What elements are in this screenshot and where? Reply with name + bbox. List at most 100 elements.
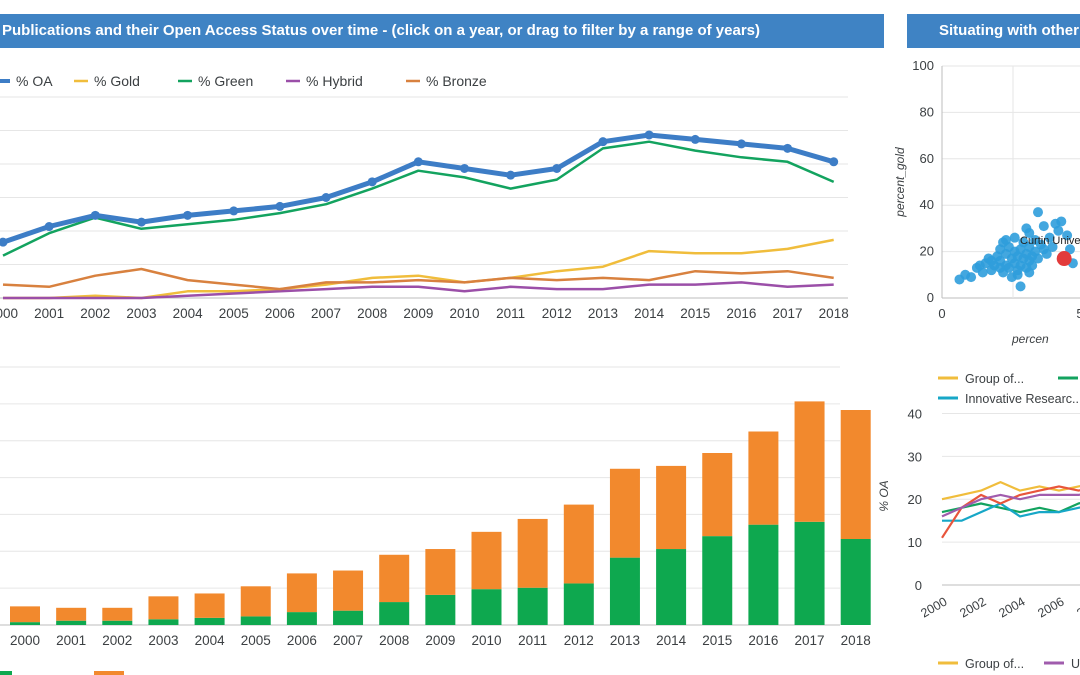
scatter-point[interactable] <box>995 262 1006 273</box>
bar-segment-orange[interactable] <box>148 596 179 620</box>
bar-segment-green[interactable] <box>748 524 779 625</box>
bar-segment-green[interactable] <box>517 587 548 625</box>
bar-segment-orange[interactable] <box>471 531 502 590</box>
tick-label[interactable]: 2016 <box>726 306 756 321</box>
scatter-point[interactable] <box>1056 216 1067 227</box>
scatter-point[interactable] <box>1021 223 1032 234</box>
tick-label[interactable]: 2012 <box>564 633 594 648</box>
series-line[interactable] <box>941 478 1080 539</box>
scatter-point[interactable] <box>966 272 977 283</box>
tick-label[interactable]: 2017 <box>773 306 803 321</box>
data-point[interactable] <box>783 143 793 153</box>
oa-trend-chart[interactable]: % OA % Gold % Green % Hybrid % Bronze 2000 200… <box>0 73 849 321</box>
tick-label[interactable]: 2011 <box>518 633 547 648</box>
tick-label[interactable]: 2003 <box>148 633 178 648</box>
tick-label[interactable]: 2016 <box>748 633 778 648</box>
tick-label[interactable]: 2015 <box>680 306 710 321</box>
bar-segment-orange[interactable] <box>656 465 687 550</box>
bar-segment-green[interactable] <box>563 583 594 625</box>
bar-segment-green[interactable] <box>56 620 87 625</box>
scatter-point[interactable] <box>1038 244 1049 255</box>
series-line[interactable] <box>2 140 835 257</box>
bar-segment-orange[interactable] <box>609 468 640 558</box>
tick-label[interactable]: 2006 <box>287 633 317 648</box>
bar-segment-orange[interactable] <box>748 431 779 525</box>
bar-segment-orange[interactable] <box>702 453 733 537</box>
bar-segment-green[interactable] <box>656 549 687 625</box>
tick-label[interactable]: 2010 <box>449 306 479 321</box>
bar-segment-orange[interactable] <box>794 401 825 522</box>
tick-label[interactable]: 2001 <box>34 306 64 321</box>
data-point[interactable] <box>690 134 700 144</box>
bar-segment-orange[interactable] <box>379 554 410 603</box>
bar-segment-green[interactable] <box>240 616 271 625</box>
scatter-point[interactable] <box>1047 241 1058 252</box>
bar-segment-green[interactable] <box>609 557 640 625</box>
scatter-point[interactable] <box>1065 244 1075 255</box>
series-line[interactable] <box>941 486 1080 518</box>
tick-label[interactable]: 2003 <box>126 306 156 321</box>
bar-segment-orange[interactable] <box>840 410 871 539</box>
bar-segment-orange[interactable] <box>10 606 40 623</box>
scatter-point[interactable] <box>1062 230 1073 241</box>
tick-label[interactable]: 2014 <box>656 633 687 648</box>
tick-label[interactable]: 2017 <box>795 633 825 648</box>
data-point[interactable] <box>367 177 377 187</box>
bar-segment-green[interactable] <box>471 589 502 625</box>
tick-label[interactable]: 2002 <box>102 633 132 648</box>
series-line[interactable] <box>942 499 1080 522</box>
tick-label[interactable]: 2005 <box>241 633 271 648</box>
data-point[interactable] <box>183 210 193 220</box>
tick-label[interactable]: 2018 <box>841 633 871 648</box>
tick-label[interactable]: 2007 <box>333 633 363 648</box>
scatter-point[interactable] <box>1044 232 1055 243</box>
bar-segment-orange[interactable] <box>102 607 133 621</box>
tick-label[interactable]: 2001 <box>56 633 86 648</box>
data-point[interactable] <box>229 206 239 216</box>
scatter-point[interactable] <box>1053 225 1064 236</box>
data-point[interactable] <box>321 193 331 202</box>
bar-segment-orange[interactable] <box>240 586 271 617</box>
bar-segment-orange[interactable] <box>563 504 594 584</box>
tick-label[interactable]: 2011 <box>496 306 525 321</box>
bar-segment-green[interactable] <box>425 594 456 625</box>
bar-segment-green[interactable] <box>148 619 179 625</box>
bar-segment-green[interactable] <box>286 612 317 625</box>
tick-label[interactable]: 2008 <box>379 633 409 648</box>
scatter-point[interactable] <box>1038 221 1049 232</box>
data-point[interactable] <box>506 170 516 180</box>
bar-segment-green[interactable] <box>794 521 825 625</box>
data-point[interactable] <box>552 163 562 173</box>
bar-segment-orange[interactable] <box>194 593 225 618</box>
tick-label[interactable]: 2014 <box>634 306 665 321</box>
bar-segment-orange[interactable] <box>333 570 364 611</box>
tick-label[interactable]: 2008 <box>357 306 387 321</box>
tick-label[interactable]: 2004 <box>195 633 226 648</box>
tick-label[interactable]: 2000 <box>10 633 40 648</box>
tick-label[interactable]: 2013 <box>610 633 640 648</box>
tick-label[interactable]: 2009 <box>425 633 455 648</box>
data-point[interactable] <box>275 201 285 211</box>
bar-segment-green[interactable] <box>102 620 133 625</box>
gold-scatter-chart[interactable]: 0 20 40 60 80 100 0 5 percen percent_gold Curtin U… <box>893 58 1080 346</box>
scatter-point[interactable] <box>986 255 997 266</box>
bar-segment-orange[interactable] <box>286 573 317 613</box>
data-point[interactable] <box>0 237 8 247</box>
scatter-point[interactable] <box>1015 281 1026 292</box>
tick-label[interactable]: 2007 <box>311 306 341 321</box>
data-point[interactable] <box>598 137 608 147</box>
series-line[interactable] <box>3 238 834 300</box>
scatter-point[interactable] <box>1009 232 1020 243</box>
tick-label[interactable]: 2015 <box>702 633 732 648</box>
series-line[interactable] <box>941 495 1080 514</box>
tick-label[interactable]: 2005 <box>219 306 249 321</box>
series-line[interactable] <box>2 267 834 291</box>
tick-label[interactable]: 2012 <box>542 306 572 321</box>
data-point[interactable] <box>644 130 654 140</box>
bar-segment-orange[interactable] <box>517 518 548 588</box>
tick-label[interactable]: 2002 <box>80 306 110 321</box>
bar-segment-green[interactable] <box>840 539 871 625</box>
bar-segment-green[interactable] <box>379 602 410 625</box>
bar-segment-green[interactable] <box>333 610 364 625</box>
